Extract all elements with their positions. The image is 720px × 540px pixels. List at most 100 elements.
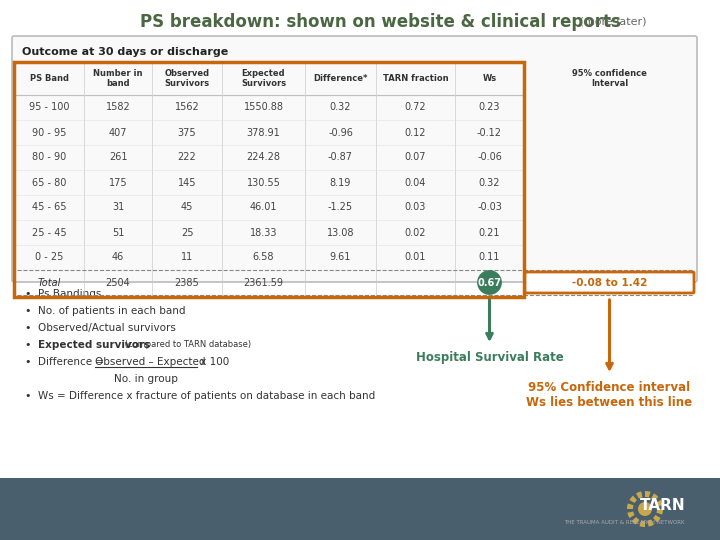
Text: 0.02: 0.02 xyxy=(405,227,426,238)
Text: 51: 51 xyxy=(112,227,124,238)
Text: -0.08 to 1.42: -0.08 to 1.42 xyxy=(572,278,647,287)
Text: 130.55: 130.55 xyxy=(246,178,280,187)
Bar xyxy=(14,62,524,297)
Text: TARN: TARN xyxy=(639,498,685,514)
Text: 0.23: 0.23 xyxy=(479,103,500,112)
Text: 2361.59: 2361.59 xyxy=(243,278,284,287)
Wedge shape xyxy=(629,496,637,503)
Text: 0.67: 0.67 xyxy=(477,278,502,287)
Text: -0.03: -0.03 xyxy=(477,202,502,213)
Text: 65 - 80: 65 - 80 xyxy=(32,178,66,187)
Text: 1550.88: 1550.88 xyxy=(243,103,284,112)
Text: PS breakdown: shown on website & clinical reports: PS breakdown: shown on website & clinica… xyxy=(140,13,621,31)
Wedge shape xyxy=(636,491,642,498)
Circle shape xyxy=(479,272,500,294)
FancyBboxPatch shape xyxy=(12,36,697,282)
FancyBboxPatch shape xyxy=(525,272,694,293)
Text: 1582: 1582 xyxy=(106,103,130,112)
Text: Difference =: Difference = xyxy=(38,357,107,367)
Text: 18.33: 18.33 xyxy=(250,227,277,238)
Text: 95% Confidence interval
Ws lies between this line: 95% Confidence interval Ws lies between … xyxy=(526,381,693,409)
Text: (more later): (more later) xyxy=(576,17,647,27)
Text: •: • xyxy=(24,340,30,350)
Text: •: • xyxy=(24,323,30,333)
Text: 25: 25 xyxy=(181,227,193,238)
Text: PS Band: PS Band xyxy=(30,74,68,83)
Text: Observed – Expected: Observed – Expected xyxy=(95,357,205,367)
Text: Ws = Difference x fracture of patients on database in each band: Ws = Difference x fracture of patients o… xyxy=(38,391,375,401)
Text: 2504: 2504 xyxy=(106,278,130,287)
Text: 1562: 1562 xyxy=(175,103,199,112)
Wedge shape xyxy=(647,519,654,526)
Text: •: • xyxy=(24,357,30,367)
Wedge shape xyxy=(645,491,651,497)
Text: 46: 46 xyxy=(112,253,124,262)
Text: -0.06: -0.06 xyxy=(477,152,502,163)
Wedge shape xyxy=(653,515,660,522)
Text: 0.01: 0.01 xyxy=(405,253,426,262)
Text: (compared to TARN database): (compared to TARN database) xyxy=(122,340,251,349)
Text: Observed
Survivors: Observed Survivors xyxy=(164,69,210,88)
Text: 0.04: 0.04 xyxy=(405,178,426,187)
Text: 0.12: 0.12 xyxy=(405,127,426,138)
Text: 2385: 2385 xyxy=(175,278,199,287)
Text: Observed/Actual survivors: Observed/Actual survivors xyxy=(38,323,176,333)
Text: •: • xyxy=(24,306,30,316)
Text: 45: 45 xyxy=(181,202,193,213)
Text: Total: Total xyxy=(37,278,60,287)
Text: 95% confidence
Interval: 95% confidence Interval xyxy=(572,69,647,88)
Text: Ws: Ws xyxy=(482,74,497,83)
Text: Expected
Survivors: Expected Survivors xyxy=(241,69,286,88)
Wedge shape xyxy=(655,500,662,507)
Text: 11: 11 xyxy=(181,253,193,262)
Text: Difference*: Difference* xyxy=(313,74,368,83)
Text: 0.72: 0.72 xyxy=(405,103,426,112)
Text: 46.01: 46.01 xyxy=(250,202,277,213)
Text: 145: 145 xyxy=(178,178,197,187)
Bar xyxy=(0,478,720,540)
Text: 0 - 25: 0 - 25 xyxy=(35,253,63,262)
Text: 0.03: 0.03 xyxy=(405,202,426,213)
Text: 175: 175 xyxy=(109,178,127,187)
Text: 45 - 65: 45 - 65 xyxy=(32,202,66,213)
Text: -0.96: -0.96 xyxy=(328,127,353,138)
Text: -0.12: -0.12 xyxy=(477,127,502,138)
Text: 0.32: 0.32 xyxy=(479,178,500,187)
Wedge shape xyxy=(639,521,645,527)
Text: 90 - 95: 90 - 95 xyxy=(32,127,66,138)
Text: Outcome at 30 days or discharge: Outcome at 30 days or discharge xyxy=(22,47,228,57)
Text: 95 - 100: 95 - 100 xyxy=(29,103,69,112)
Text: 0.21: 0.21 xyxy=(479,227,500,238)
Text: 0.11: 0.11 xyxy=(479,253,500,262)
Text: THE TRAUMA AUDIT & RESEARCH NETWORK: THE TRAUMA AUDIT & RESEARCH NETWORK xyxy=(564,519,685,524)
Text: 222: 222 xyxy=(178,152,197,163)
Wedge shape xyxy=(657,509,663,515)
Text: 224.28: 224.28 xyxy=(246,152,281,163)
Text: 261: 261 xyxy=(109,152,127,163)
Text: •: • xyxy=(24,289,30,299)
Text: 80 - 90: 80 - 90 xyxy=(32,152,66,163)
Text: Number in
band: Number in band xyxy=(94,69,143,88)
Text: 407: 407 xyxy=(109,127,127,138)
Wedge shape xyxy=(627,511,634,518)
Text: 6.58: 6.58 xyxy=(253,253,274,262)
Text: No. of patients in each band: No. of patients in each band xyxy=(38,306,186,316)
Text: 9.61: 9.61 xyxy=(330,253,351,262)
Text: Expected survivors: Expected survivors xyxy=(38,340,150,350)
Text: x 100: x 100 xyxy=(197,357,229,367)
Wedge shape xyxy=(631,517,639,524)
Text: Hospital Survival Rate: Hospital Survival Rate xyxy=(415,351,563,364)
Text: 0.32: 0.32 xyxy=(330,103,351,112)
Text: -1.25: -1.25 xyxy=(328,202,353,213)
Text: -0.87: -0.87 xyxy=(328,152,353,163)
Wedge shape xyxy=(627,503,634,509)
Text: 375: 375 xyxy=(178,127,197,138)
Text: •: • xyxy=(24,391,30,401)
Text: 0.07: 0.07 xyxy=(405,152,426,163)
Wedge shape xyxy=(651,494,658,501)
Text: Ps Bandings: Ps Bandings xyxy=(38,289,102,299)
Circle shape xyxy=(638,502,652,516)
Text: No. in group: No. in group xyxy=(114,374,178,384)
Text: 25 - 45: 25 - 45 xyxy=(32,227,66,238)
Text: 31: 31 xyxy=(112,202,124,213)
